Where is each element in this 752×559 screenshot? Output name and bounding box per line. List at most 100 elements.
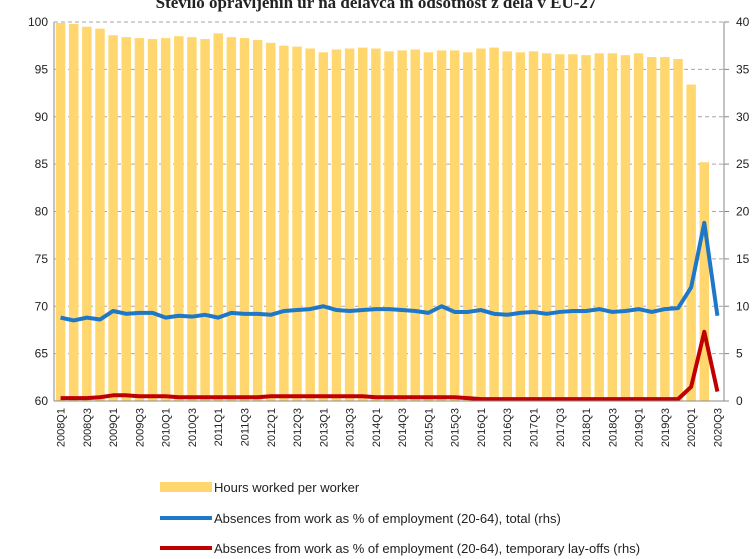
bar (239, 38, 250, 402)
x-tick-label: 2010Q3 (187, 408, 199, 447)
y-tick-label: 70 (35, 299, 49, 313)
bar (95, 28, 105, 401)
bar (187, 37, 197, 401)
x-tick-label: 2020Q3 (712, 408, 724, 447)
y2-tick-label: 35 (736, 62, 750, 76)
bar (647, 57, 657, 402)
bar (147, 39, 158, 402)
x-tick-label: 2012Q1 (266, 408, 278, 447)
x-tick-label: 2010Q1 (161, 408, 173, 447)
x-tick-label: 2013Q3 (345, 408, 357, 447)
bar (384, 51, 394, 402)
bar (436, 50, 447, 402)
bar (200, 39, 210, 402)
y-tick-label: 75 (35, 252, 49, 266)
legend-swatch (160, 482, 212, 492)
bar (633, 53, 644, 402)
bar (594, 53, 604, 402)
legend-label: Absences from work as % of employment (2… (214, 511, 561, 526)
bar (82, 26, 92, 402)
y2-tick-label: 30 (736, 110, 750, 124)
x-tick-label: 2020Q1 (686, 408, 698, 447)
bar (226, 37, 237, 401)
x-tick-label: 2019Q3 (660, 408, 672, 447)
x-tick-label: 2012Q3 (292, 408, 304, 447)
bar (423, 52, 434, 401)
line (60, 329, 720, 402)
bar (174, 36, 184, 402)
bar (344, 48, 355, 401)
x-tick-label: 2014Q1 (371, 408, 383, 447)
bar (620, 55, 631, 401)
y-tick-label: 65 (35, 347, 49, 361)
y-tick-label: 100 (28, 15, 48, 29)
x-tick-label: 2019Q1 (634, 408, 646, 447)
x-tick-label: 2018Q1 (581, 408, 593, 447)
bar (68, 23, 79, 402)
bar (489, 47, 499, 402)
bar (108, 35, 118, 401)
bar (305, 48, 315, 401)
x-tick-label: 2011Q1 (213, 408, 225, 446)
x-tick-label: 2017Q1 (529, 408, 541, 447)
bar (55, 22, 66, 401)
x-tick-label: 2018Q3 (607, 408, 619, 447)
bar (502, 51, 512, 402)
bar (555, 54, 565, 402)
chart-title: Število opravljenih ur na delavca in ods… (156, 0, 597, 12)
x-tick-label: 2013Q1 (318, 408, 330, 447)
y2-tick-label: 40 (736, 15, 750, 29)
bar (279, 45, 289, 401)
y2-tick-label: 20 (736, 205, 750, 219)
bar (515, 52, 526, 401)
bar (568, 54, 578, 402)
bar (252, 40, 263, 401)
bar (213, 33, 223, 402)
bar (607, 53, 618, 402)
y-tick-label: 95 (35, 62, 49, 76)
bar (292, 46, 302, 401)
bar (134, 38, 145, 402)
y2-tick-label: 5 (736, 347, 743, 361)
legend-label: Absences from work as % of employment (2… (214, 541, 640, 556)
bar (463, 52, 473, 401)
bar (371, 48, 381, 401)
bar (318, 52, 329, 401)
x-tick-label: 2009Q1 (108, 408, 120, 447)
bar (699, 162, 710, 401)
bar (660, 57, 670, 402)
x-tick-label: 2015Q1 (423, 408, 435, 447)
bar (397, 50, 407, 402)
x-tick-label: 2015Q3 (450, 408, 462, 447)
y2-tick-label: 10 (736, 299, 750, 313)
x-tick-label: 2008Q3 (82, 408, 94, 447)
y2-tick-label: 15 (736, 252, 750, 266)
legend-label: Hours worked per worker (214, 480, 360, 495)
y2-tick-label: 0 (736, 394, 743, 408)
bar (160, 38, 171, 402)
bar (541, 53, 552, 402)
x-tick-label: 2009Q3 (134, 408, 146, 447)
y-tick-label: 60 (35, 394, 49, 408)
y2-tick-label: 25 (736, 157, 750, 171)
bar (686, 84, 696, 401)
x-tick-label: 2008Q1 (56, 408, 68, 447)
bar (449, 50, 460, 402)
x-tick-label: 2017Q3 (555, 408, 567, 447)
bar (266, 42, 276, 401)
bar (673, 58, 683, 401)
y-tick-label: 80 (35, 205, 49, 219)
x-tick-label: 2014Q3 (397, 408, 409, 447)
bar (528, 51, 539, 402)
bar (410, 49, 421, 401)
x-tick-label: 2016Q3 (502, 408, 514, 447)
bar (357, 47, 368, 402)
y-tick-label: 90 (35, 110, 49, 124)
bar (121, 37, 131, 401)
x-tick-label: 2016Q1 (476, 408, 488, 447)
y-tick-label: 85 (35, 157, 49, 171)
x-tick-label: 2011Q3 (239, 408, 251, 446)
bar (476, 48, 486, 401)
